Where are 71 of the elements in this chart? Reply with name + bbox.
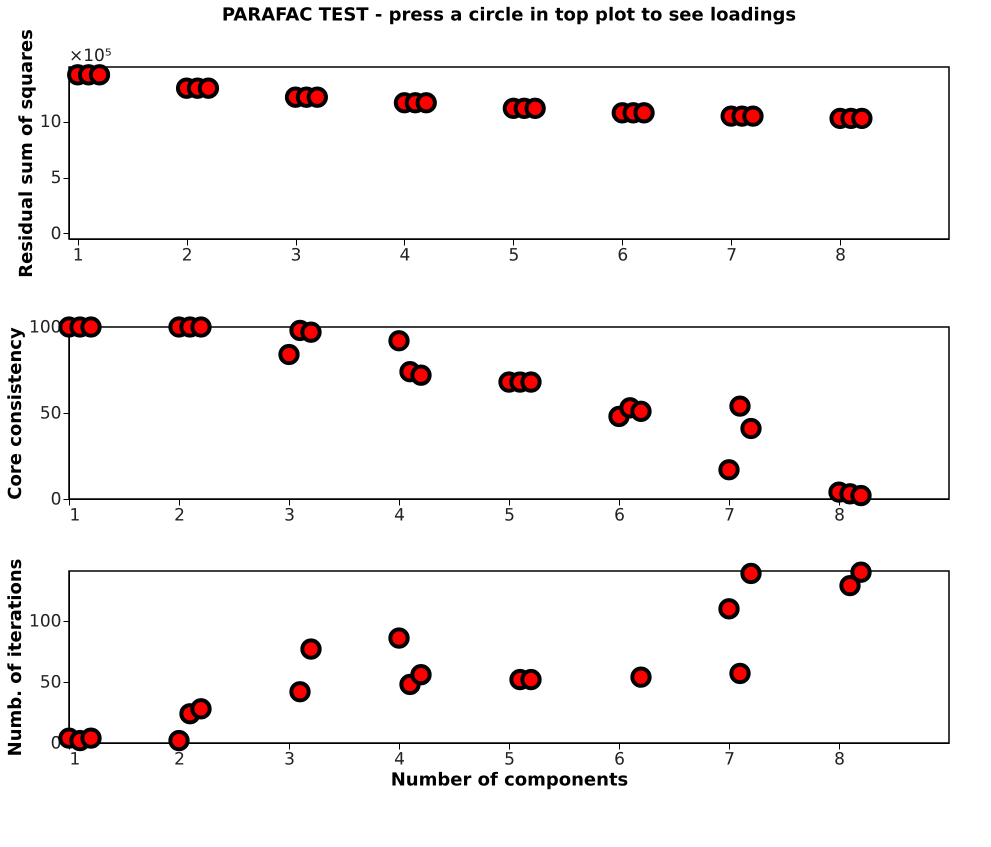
x-tick-label: 8 [834,750,845,770]
y-axis-title: Core consistency [5,327,26,500]
point [524,98,546,119]
point [300,638,322,660]
y-tick-label: 50 [40,404,62,424]
x-tick-label: 7 [726,246,738,266]
x-tick-label: 8 [835,246,846,266]
point [410,364,432,386]
point [278,344,300,366]
point [190,698,212,720]
x-tick-label: 4 [394,506,405,526]
y-tick-label: 100 [29,612,62,632]
y-tick-label: 5 [50,168,62,188]
x-tick-label: 8 [834,506,845,526]
point [850,484,872,506]
point [729,395,751,417]
y-axis-title: Numb. of iterations [5,558,26,756]
point [190,316,212,338]
y-tick-label: 0 [50,224,62,244]
x-tick-label: 7 [724,506,735,526]
x-tick-label: 1 [70,750,80,770]
point [740,418,762,440]
x-tick-label: 6 [614,750,625,770]
point [839,574,861,596]
point [300,322,322,343]
point [630,400,652,422]
x-tick-label: 6 [617,246,628,266]
point [289,681,311,702]
y-tick-label: 0 [50,490,62,510]
x-tick-label: 2 [174,506,185,526]
x-tick-label: 3 [290,246,302,266]
point [718,459,740,480]
point [718,598,740,620]
point [198,78,220,99]
point [729,662,751,684]
x-tick-label: 7 [724,750,735,770]
y-tick-label: 50 [40,672,62,693]
point [633,102,655,124]
point [388,627,410,649]
point [742,106,764,127]
x-tick-label: 2 [174,750,185,770]
point [520,668,542,690]
point [306,86,328,108]
x-tick-label: 4 [400,246,410,266]
x-tick-label: 5 [508,246,520,266]
x-tick-label: 1 [72,246,84,266]
chart-title: PARAFAC TEST - press a circle in top plot to see loadings [222,4,796,26]
x-tick-label: 5 [504,750,515,770]
x-tick-label: 6 [614,506,625,526]
point [388,330,410,352]
point [168,730,190,752]
text: ×10⁵ [69,46,112,66]
x-tick-label: 2 [182,246,193,266]
point [520,371,542,393]
x-tick-label: 3 [284,506,295,526]
point [630,666,652,688]
x-tick-label: 5 [504,506,515,526]
point [80,727,102,749]
point [80,316,102,338]
x-tick-label: 3 [284,750,295,770]
point [740,562,762,584]
x-tick-label: 4 [394,750,405,770]
point [851,108,873,130]
x-tick-label: 1 [70,506,80,526]
point [416,92,437,114]
y-tick-label: 10 [40,112,62,132]
point [410,664,432,686]
x-axis-title: Number of components [390,770,628,790]
point [850,562,872,583]
y-axis-title: Residual sum of squares [16,29,37,278]
point [88,64,110,86]
